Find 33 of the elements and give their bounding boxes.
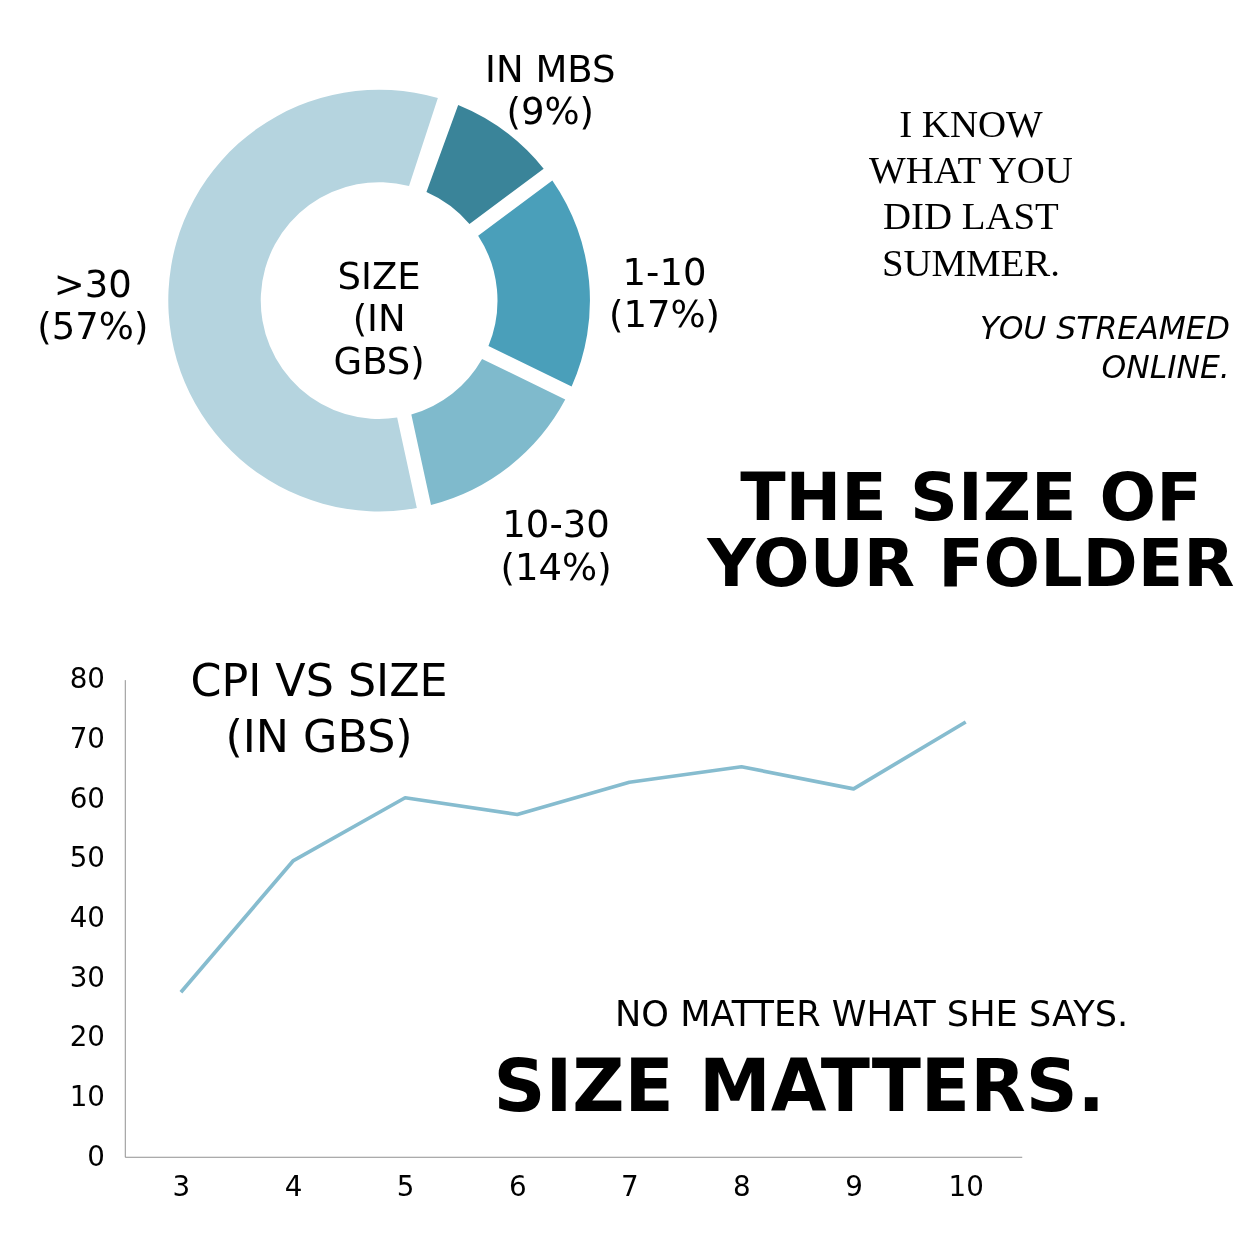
text: I KNOW WHAT YOU DID LAST SUMMER. xyxy=(869,101,1073,284)
data-label: (14%) xyxy=(500,545,612,589)
x-tick-label: 10 xyxy=(948,1170,984,1204)
slice-label: 1-10 xyxy=(622,250,707,294)
data-label: (17%) xyxy=(609,293,721,337)
y-tick-label: 70 xyxy=(69,722,105,756)
slice-label: 10-30 xyxy=(502,503,610,547)
y-tick-label: 20 xyxy=(69,1020,105,1054)
x-tick-label: 4 xyxy=(284,1170,303,1204)
annotation: SIZE MATTERS. xyxy=(493,1044,1105,1129)
y-tick-label: 40 xyxy=(69,901,105,935)
x-tick-label: 8 xyxy=(733,1170,751,1204)
text: YOU STREAMED ONLINE. xyxy=(979,310,1230,386)
y-tick-label: 50 xyxy=(69,841,105,875)
text: SIZE (IN GBS) xyxy=(333,254,425,383)
y-tick-label: 80 xyxy=(69,662,105,696)
slice-label: >30 xyxy=(53,262,132,306)
y-tick-label: 30 xyxy=(69,960,105,994)
y-tick-label: 0 xyxy=(87,1139,105,1173)
chart-title: CPI VS SIZE (IN GBS) xyxy=(190,655,448,762)
line-series xyxy=(179,720,968,995)
y-tick-label: 10 xyxy=(69,1079,105,1113)
text: THE SIZE OF YOUR FOLDER xyxy=(706,457,1235,603)
x-tick-label: 6 xyxy=(508,1170,527,1204)
x-tick-label: 5 xyxy=(396,1170,415,1204)
x-tick-label: 9 xyxy=(845,1170,863,1204)
x-tick-label: 7 xyxy=(621,1170,639,1204)
x-tick-label: 3 xyxy=(172,1170,191,1204)
data-label: (57%) xyxy=(37,305,149,349)
annotation: NO MATTER WHAT SHE SAYS. xyxy=(615,993,1129,1035)
slice-label: IN MBS xyxy=(485,47,616,91)
y-tick-label: 60 xyxy=(69,781,105,815)
data-label: (9%) xyxy=(506,90,595,134)
